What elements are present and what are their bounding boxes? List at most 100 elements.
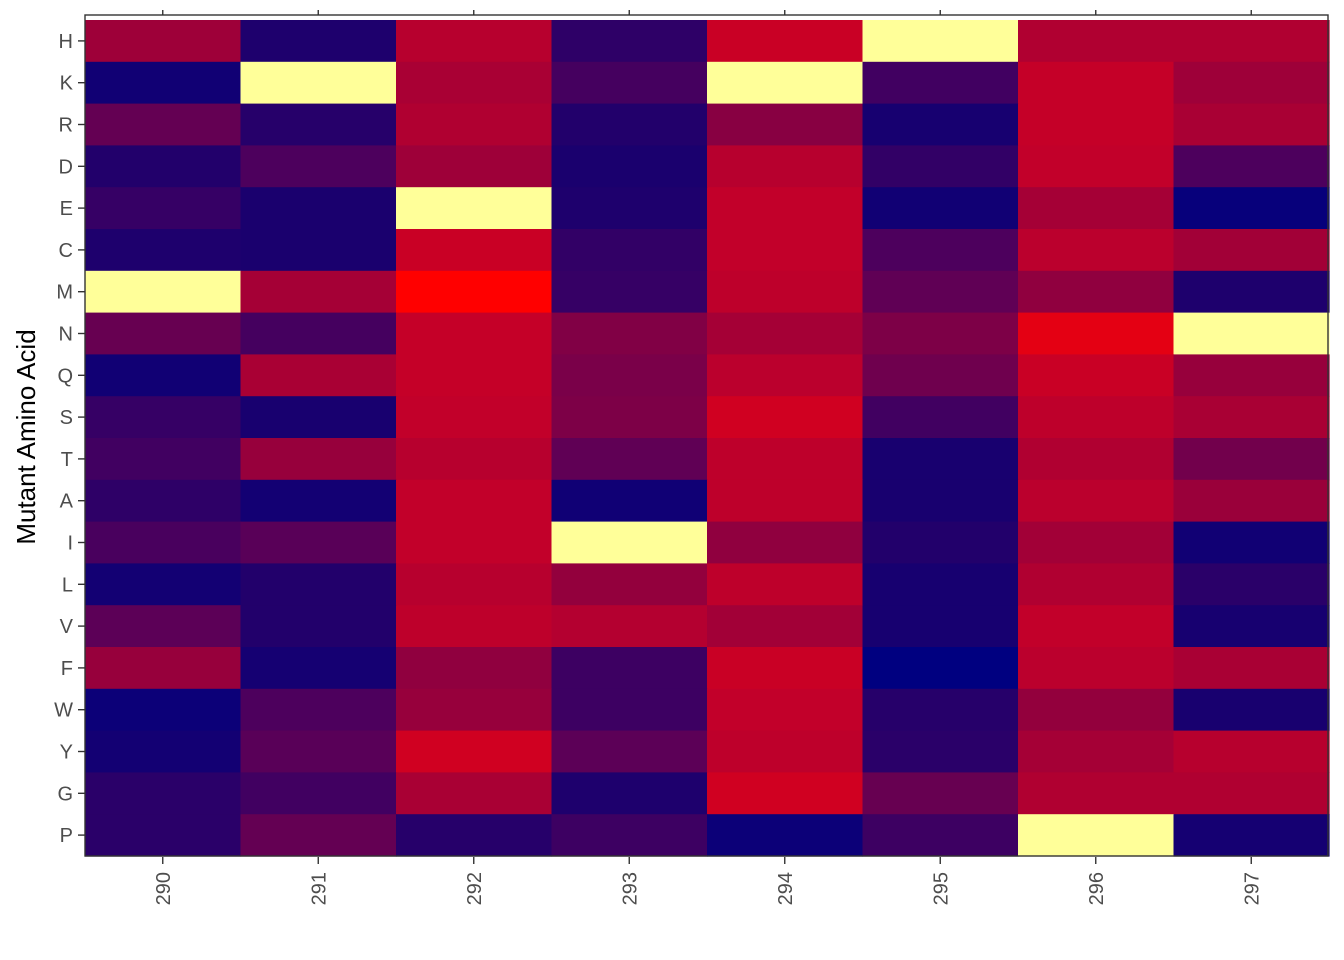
heatmap-cell-S-297	[1173, 396, 1330, 439]
heatmap-cell-C-294	[707, 229, 864, 272]
heatmap-cell-P-293	[551, 814, 708, 857]
y-tick-label-H: H	[59, 31, 73, 53]
heatmap-cell-T-292	[396, 438, 553, 481]
heatmap-cell-I-297	[1173, 521, 1330, 564]
heatmap-cell-I-290	[85, 521, 242, 564]
heatmap-cell-T-295	[862, 438, 1019, 481]
heatmap-cell-D-292	[396, 145, 553, 188]
heatmap-cell-L-292	[396, 563, 553, 606]
heatmap-cell-I-291	[240, 521, 397, 564]
heatmap-cell-K-297	[1173, 61, 1330, 105]
heatmap-cell-M-292	[396, 270, 553, 314]
heatmap-cell-K-292	[396, 61, 553, 105]
heatmap-cell-C-292	[396, 229, 553, 272]
heatmap-cell-R-292	[396, 103, 553, 146]
heatmap-cell-Q-291	[240, 354, 397, 397]
heatmap-cell-R-293	[551, 103, 708, 146]
y-tick-label-G: G	[57, 783, 73, 805]
heatmap-cell-Q-297	[1173, 354, 1330, 397]
heatmap-cell-H-291	[240, 20, 397, 63]
y-tick-label-L: L	[62, 574, 73, 596]
heatmap-cell-N-293	[551, 312, 708, 355]
y-tick-label-N: N	[59, 324, 73, 346]
heatmap-cell-M-290	[85, 270, 242, 314]
heatmap-cell-K-293	[551, 61, 708, 105]
heatmap-cell-N-290	[85, 312, 242, 355]
heatmap-cell-N-297	[1173, 312, 1330, 355]
heatmap-cell-N-295	[862, 312, 1019, 355]
y-tick-label-S: S	[60, 407, 73, 429]
heatmap-cell-L-291	[240, 563, 397, 606]
heatmap-cell-F-293	[551, 647, 708, 690]
heatmap-cell-G-296	[1018, 772, 1175, 815]
x-tick-label-293: 293	[619, 872, 641, 905]
heatmap-cell-T-290	[85, 438, 242, 481]
heatmap-cell-C-296	[1018, 229, 1175, 272]
axis-ticks	[78, 10, 1252, 864]
heatmap-cell-M-295	[862, 270, 1019, 314]
x-tick-label-291: 291	[308, 872, 330, 905]
heatmap-cell-T-297	[1173, 438, 1330, 481]
heatmap-cell-C-290	[85, 229, 242, 272]
y-tick-label-V: V	[60, 616, 74, 638]
heatmap-cell-Q-292	[396, 354, 553, 397]
heatmap-cell-L-295	[862, 563, 1019, 606]
heatmap-cell-L-294	[707, 563, 864, 606]
heatmap-cell-S-295	[862, 396, 1019, 439]
heatmap-cell-H-297	[1173, 20, 1330, 63]
heatmap-cell-I-293	[551, 521, 708, 564]
heatmap-cell-C-291	[240, 229, 397, 272]
heatmap-cell-W-292	[396, 688, 553, 732]
heatmap-cell-K-295	[862, 61, 1019, 105]
heatmap-cell-N-291	[240, 312, 397, 355]
heatmap-cell-K-291	[240, 61, 397, 105]
heatmap-cell-M-293	[551, 270, 708, 314]
heatmap-cell-W-294	[707, 688, 864, 732]
heatmap-cell-G-290	[85, 772, 242, 815]
heatmap-cell-T-296	[1018, 438, 1175, 481]
heatmap-cell-I-292	[396, 521, 553, 564]
heatmap-cell-D-297	[1173, 145, 1330, 188]
heatmap-cell-E-294	[707, 187, 864, 230]
heatmap-cell-D-295	[862, 145, 1019, 188]
heatmap-cell-S-292	[396, 396, 553, 439]
heatmap-cells	[85, 20, 1330, 857]
x-tick-label-295: 295	[930, 872, 952, 905]
y-tick-label-C: C	[59, 240, 73, 262]
heatmap-cell-A-295	[862, 479, 1019, 523]
y-tick-label-I: I	[67, 533, 73, 555]
heatmap-cell-C-293	[551, 229, 708, 272]
heatmap-cell-E-295	[862, 187, 1019, 230]
heatmap-cell-M-294	[707, 270, 864, 314]
y-tick-label-T: T	[61, 449, 73, 471]
heatmap-cell-M-297	[1173, 270, 1330, 314]
heatmap-cell-T-294	[707, 438, 864, 481]
heatmap-cell-Y-293	[551, 730, 708, 773]
heatmap-cell-D-291	[240, 145, 397, 188]
x-tick-label-294: 294	[775, 872, 797, 905]
heatmap-cell-L-293	[551, 563, 708, 606]
heatmap-cell-Y-292	[396, 730, 553, 773]
y-tick-label-P: P	[60, 825, 73, 847]
heatmap-cell-G-293	[551, 772, 708, 815]
heatmap-cell-H-294	[707, 20, 864, 63]
heatmap-cell-V-296	[1018, 605, 1175, 648]
heatmap-cell-R-291	[240, 103, 397, 146]
heatmap-cell-K-290	[85, 61, 242, 105]
heatmap-cell-D-294	[707, 145, 864, 188]
y-tick-label-W: W	[54, 700, 73, 722]
heatmap-cell-E-292	[396, 187, 553, 230]
heatmap-cell-Y-291	[240, 730, 397, 773]
heatmap-cell-E-291	[240, 187, 397, 230]
heatmap-cell-I-296	[1018, 521, 1175, 564]
heatmap-cell-P-291	[240, 814, 397, 857]
heatmap-cell-A-294	[707, 479, 864, 523]
heatmap-cell-K-294	[707, 61, 864, 105]
heatmap-cell-P-295	[862, 814, 1019, 857]
heatmap-cell-A-296	[1018, 479, 1175, 523]
y-tick-label-Q: Q	[57, 365, 73, 387]
heatmap-cell-A-290	[85, 479, 242, 523]
heatmap-cell-T-293	[551, 438, 708, 481]
heatmap-cell-N-292	[396, 312, 553, 355]
